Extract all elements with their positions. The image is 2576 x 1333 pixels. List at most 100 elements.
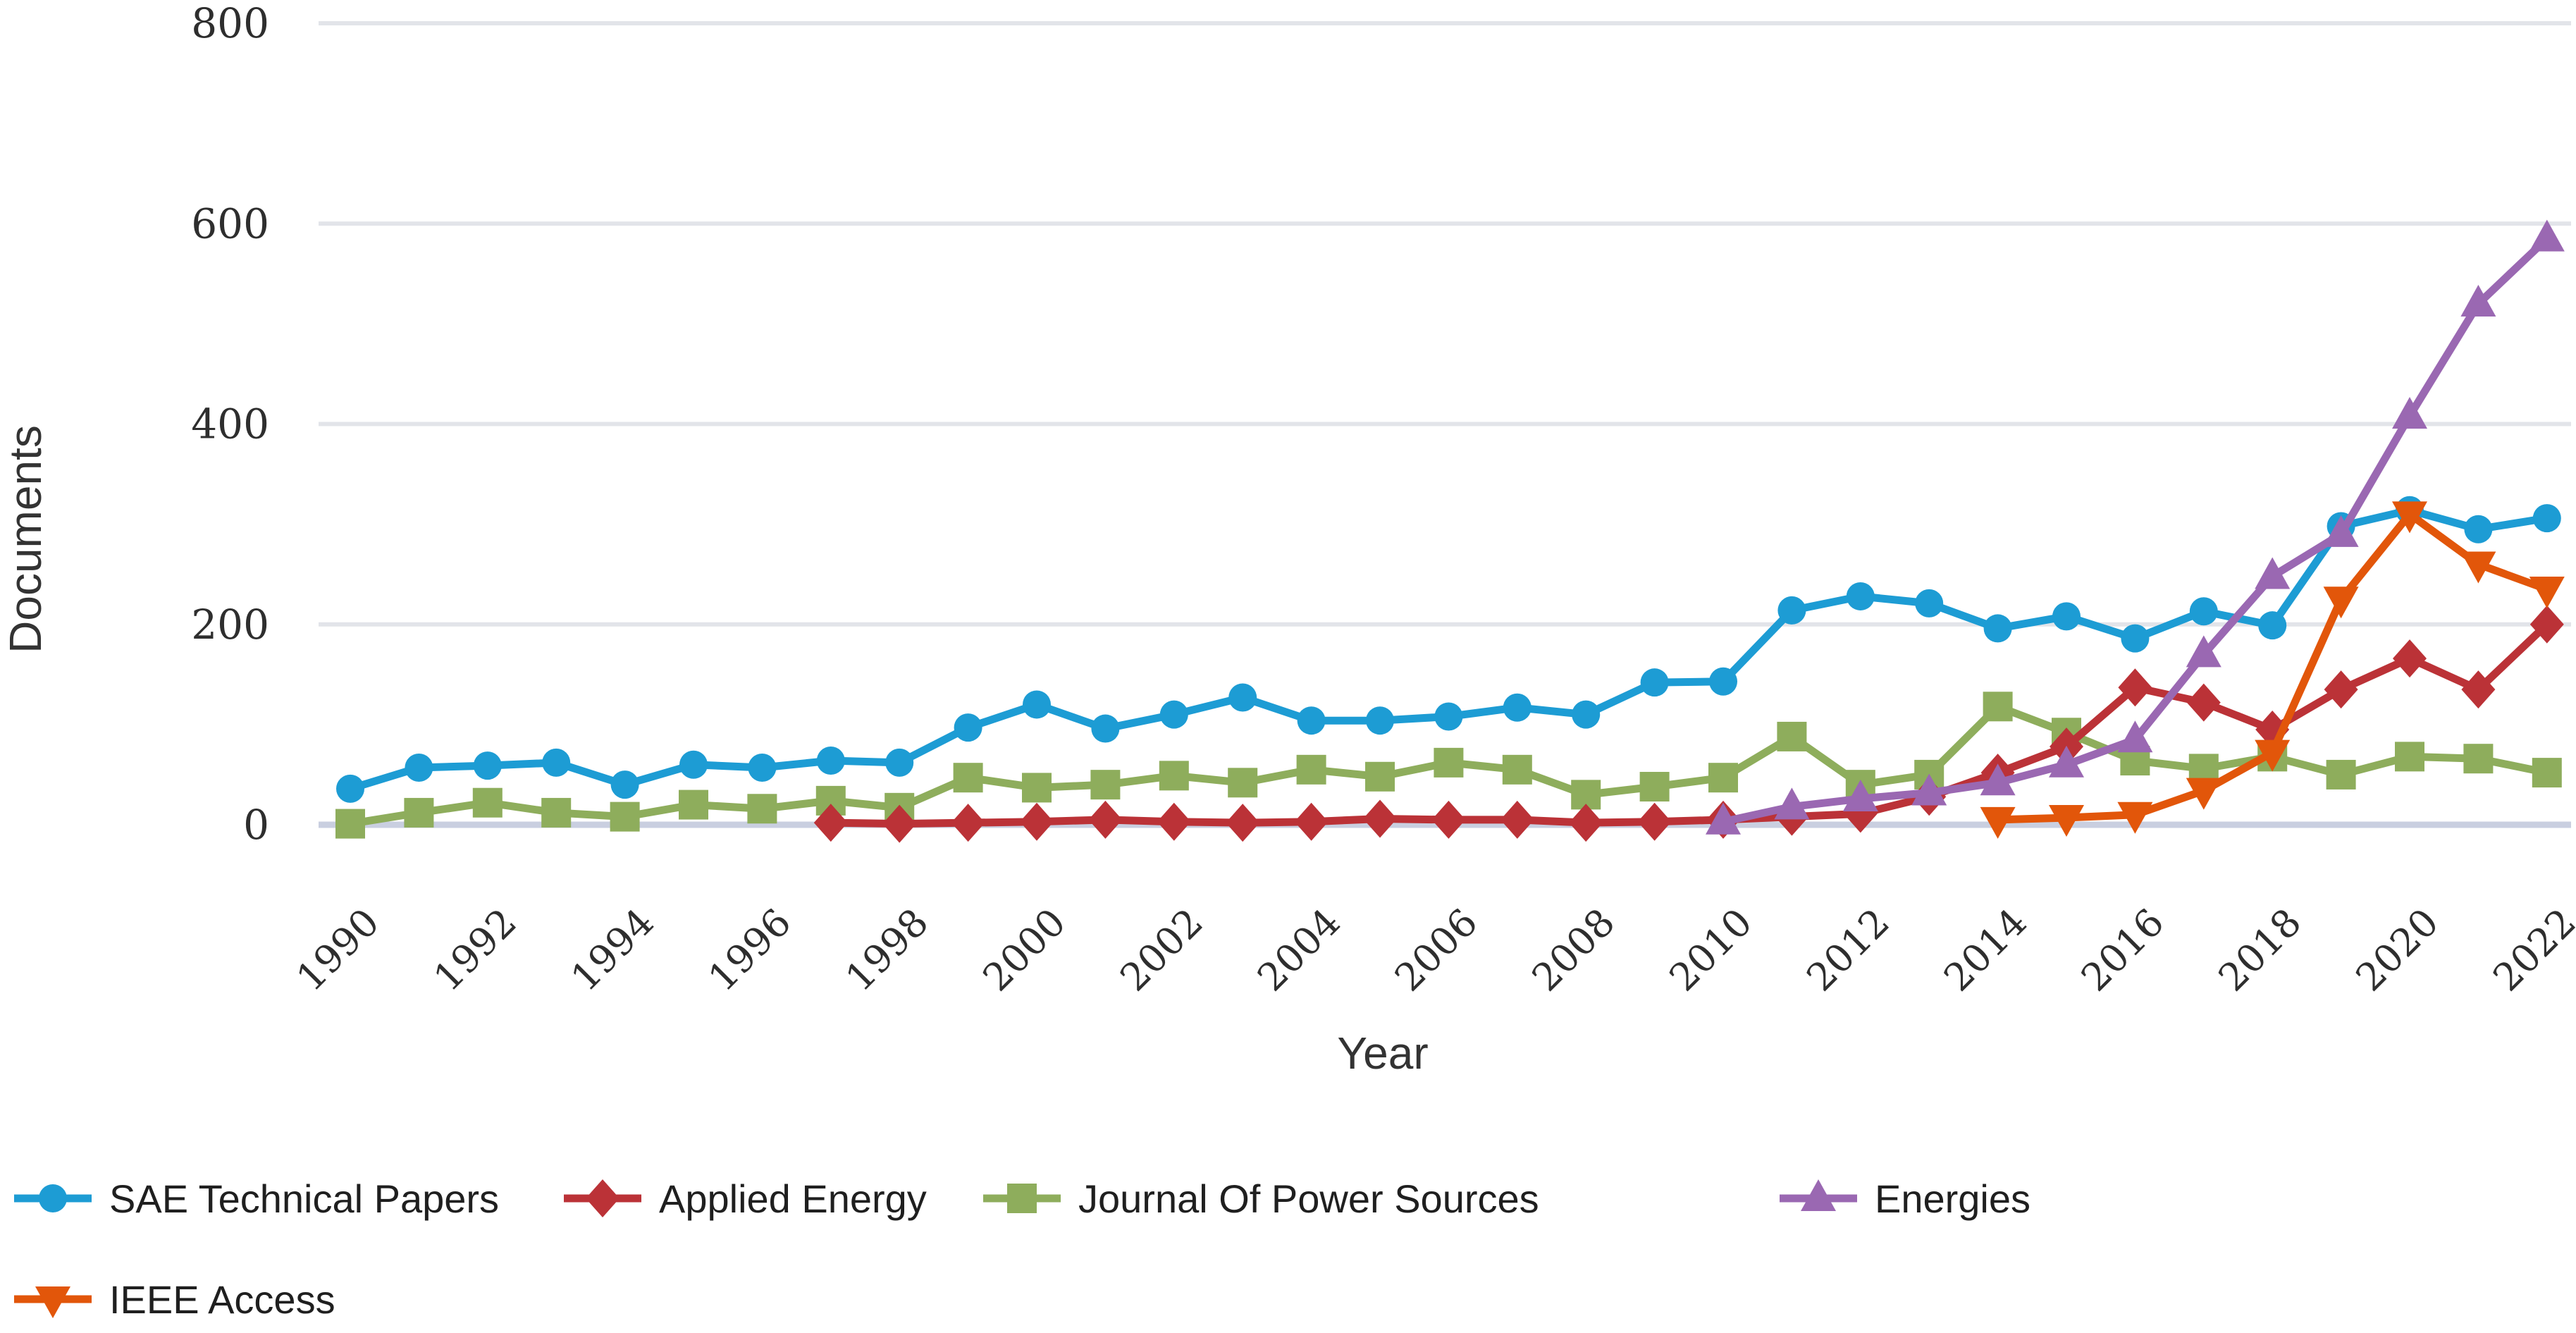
legend-label-journal-of-power-sources: Journal Of Power Sources [1078, 1177, 1539, 1221]
data-point-journal-of-power-sources [1777, 721, 1807, 751]
x-tick-label: 2010 [1660, 900, 1761, 1000]
y-tick-label: 600 [191, 199, 269, 247]
legend-marker-ieee-access [35, 1286, 70, 1318]
series-journal-of-power-sources [335, 692, 2562, 839]
data-point-applied-energy [1088, 800, 1123, 839]
data-point-sae-technical-papers [542, 748, 571, 777]
x-tick-label: 1996 [700, 900, 800, 1000]
data-point-journal-of-power-sources [404, 797, 434, 828]
x-tick-label: 2018 [2210, 900, 2310, 1000]
legend-item-energies[interactable]: Energies [1780, 1177, 2030, 1221]
data-point-energies [2460, 284, 2496, 317]
data-point-applied-energy [2324, 670, 2358, 709]
data-point-energies [2529, 219, 2565, 252]
data-point-applied-energy [2529, 605, 2564, 644]
data-point-energies [1842, 780, 1878, 812]
data-point-journal-of-power-sources [1502, 754, 1532, 785]
data-point-applied-energy [1226, 804, 1260, 842]
legend-marker-applied-energy [586, 1179, 620, 1217]
legend-item-ieee-access[interactable]: IEEE Access [14, 1277, 335, 1322]
data-point-energies [1980, 763, 2016, 796]
data-point-energies [2186, 635, 2221, 668]
data-point-ieee-access [2117, 801, 2153, 834]
y-tick-label: 0 [243, 801, 269, 849]
data-point-journal-of-power-sources [1365, 761, 1395, 792]
x-tick-label: 2000 [974, 900, 1074, 1000]
data-point-ieee-access [2186, 778, 2221, 810]
data-point-applied-energy [1569, 804, 1603, 842]
data-point-energies [1774, 787, 1810, 820]
data-point-sae-technical-papers [405, 753, 433, 782]
data-point-journal-of-power-sources [1434, 747, 1464, 778]
data-point-journal-of-power-sources [1639, 771, 1670, 801]
data-point-applied-energy [1157, 802, 1191, 841]
data-point-journal-of-power-sources [1022, 773, 1052, 803]
data-point-sae-technical-papers [1572, 700, 1601, 729]
data-point-applied-energy [882, 804, 917, 843]
series-applied-energy [813, 605, 2564, 843]
series-line-sae-technical-papers [346, 506, 2551, 793]
x-tick-label: 2020 [2347, 900, 2447, 1000]
data-point-applied-energy [2461, 670, 2496, 709]
series-ieee-access [1980, 501, 2565, 839]
series-lines [335, 219, 2565, 843]
legend-label-ieee-access: IEEE Access [109, 1277, 335, 1322]
x-tick-label: 2016 [2073, 900, 2173, 1000]
data-point-energies [2255, 557, 2291, 589]
data-point-sae-technical-papers [1159, 700, 1188, 729]
data-point-sae-technical-papers [954, 713, 982, 742]
data-point-journal-of-power-sources [2395, 742, 2424, 772]
data-point-ieee-access [2323, 586, 2359, 619]
x-tick-label: 2012 [1798, 900, 1898, 1000]
data-point-journal-of-power-sources [747, 794, 777, 824]
data-point-applied-energy [2393, 639, 2427, 678]
data-point-journal-of-power-sources [1983, 692, 2013, 722]
legend-item-applied-energy[interactable]: Applied Energy [564, 1177, 927, 1221]
data-point-energies [1706, 802, 1741, 835]
data-point-journal-of-power-sources [472, 787, 503, 818]
data-point-applied-energy [813, 804, 848, 842]
legend: SAE Technical Papers Applied Energy Journa… [14, 1177, 2030, 1322]
data-point-applied-energy [2186, 683, 2221, 722]
data-point-sae-technical-papers [2532, 504, 2561, 533]
y-axis-tick-labels: 0 200 400 600 800 [191, 0, 269, 849]
data-point-sae-technical-papers [1503, 693, 1532, 722]
data-point-journal-of-power-sources [1708, 763, 1738, 793]
data-point-ieee-access [2255, 739, 2291, 772]
legend-item-sae-technical-papers[interactable]: SAE Technical Papers [14, 1177, 499, 1221]
legend-label-sae-technical-papers: SAE Technical Papers [109, 1177, 499, 1221]
data-point-sae-technical-papers [336, 774, 364, 803]
data-point-journal-of-power-sources [610, 801, 640, 832]
data-point-sae-technical-papers [1091, 714, 1120, 743]
x-axis-tick-labels: 1990 1992 1994 1996 1998 2000 2002 2004 2006 2008… [288, 900, 2576, 1000]
x-tick-label: 1992 [425, 900, 525, 1000]
data-point-applied-energy [1363, 799, 1397, 838]
x-tick-label: 2004 [1249, 900, 1349, 1000]
data-point-sae-technical-papers [1297, 706, 1326, 735]
data-point-sae-technical-papers [1983, 614, 2012, 643]
data-point-journal-of-power-sources [1090, 770, 1121, 800]
data-point-energies [2117, 720, 2153, 753]
data-point-ieee-access [1980, 806, 2016, 839]
legend-item-journal-of-power-sources[interactable]: Journal Of Power Sources [983, 1177, 1539, 1221]
data-point-sae-technical-papers [1640, 668, 1669, 697]
data-point-journal-of-power-sources [953, 763, 983, 793]
data-point-sae-technical-papers [1846, 582, 1875, 610]
data-point-sae-technical-papers [1915, 589, 1944, 618]
data-point-journal-of-power-sources [2326, 759, 2356, 790]
data-point-sae-technical-papers [1366, 706, 1394, 735]
data-point-applied-energy [1020, 802, 1054, 841]
data-point-sae-technical-papers [885, 748, 914, 777]
x-tick-label: 1998 [837, 900, 937, 1000]
data-point-applied-energy [1431, 800, 1466, 839]
legend-marker-energies [1801, 1179, 1836, 1211]
data-point-journal-of-power-sources [2532, 758, 2562, 788]
data-point-journal-of-power-sources [2463, 744, 2494, 774]
legend-marker-journal-of-power-sources [1007, 1184, 1037, 1213]
data-point-energies [1911, 773, 1947, 806]
data-point-journal-of-power-sources [679, 790, 708, 820]
data-point-sae-technical-papers [2189, 597, 2218, 626]
y-tick-label: 800 [191, 0, 269, 47]
data-point-sae-technical-papers [748, 753, 777, 782]
